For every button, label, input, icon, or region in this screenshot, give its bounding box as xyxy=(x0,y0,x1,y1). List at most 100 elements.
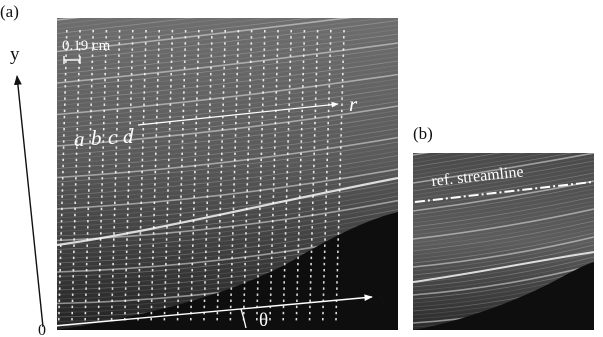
tracer-dot xyxy=(220,164,223,168)
tracer-dot xyxy=(232,207,235,211)
tracer-dot xyxy=(338,201,340,204)
tracer-dot xyxy=(236,60,239,63)
tracer-dot xyxy=(327,128,329,131)
tracer-dot xyxy=(209,91,212,94)
tracer-dot xyxy=(86,250,88,253)
tracer-dot xyxy=(207,164,210,168)
tracer-dot xyxy=(260,152,263,155)
tracer-dot xyxy=(287,121,290,125)
tracer-dot xyxy=(63,109,66,113)
tracer-dot xyxy=(167,170,170,174)
tracer-dot xyxy=(63,121,65,125)
tracer-dot xyxy=(326,140,329,143)
tracer-dot xyxy=(311,220,314,223)
tracer-dot xyxy=(236,66,239,70)
tracer-dot xyxy=(73,220,76,223)
tracer-dot xyxy=(309,311,311,315)
tracer-dot xyxy=(299,177,302,180)
tracer-dot xyxy=(311,232,313,235)
tracer-dot xyxy=(297,269,299,272)
tracer-dot xyxy=(206,183,209,186)
tracer-dot xyxy=(217,293,219,296)
tracer-dot xyxy=(302,79,304,82)
tracer-dot xyxy=(327,109,330,113)
tracer-dot xyxy=(144,60,146,63)
tracer-dot xyxy=(113,220,116,223)
tracer-dot xyxy=(316,48,318,51)
flow-streak xyxy=(413,153,527,172)
tracer-dot xyxy=(341,109,343,113)
tracer-dot xyxy=(337,238,339,241)
tracer-dot xyxy=(260,170,262,174)
tracer-dot xyxy=(235,121,237,125)
tracer-dot xyxy=(150,311,153,315)
tracer-dot xyxy=(329,54,331,57)
tracer-dot xyxy=(221,128,224,131)
tracer-dot xyxy=(144,66,146,70)
tracer-dot xyxy=(341,97,343,100)
tracer-dot xyxy=(144,48,147,51)
tracer-dot xyxy=(152,244,154,247)
tracer-dot xyxy=(125,262,128,266)
tracer-dot xyxy=(271,250,273,253)
tracer-dot xyxy=(75,152,78,155)
tracer-dot xyxy=(179,207,182,211)
tracer-dot xyxy=(88,183,90,186)
tracer-dot xyxy=(309,287,312,290)
tracer-dot xyxy=(276,60,278,63)
tracer-dot xyxy=(329,60,331,63)
tracer-dot xyxy=(155,146,157,149)
tracer-dot xyxy=(124,299,127,302)
tracer-dot xyxy=(210,72,212,76)
tracer-dot xyxy=(248,128,250,131)
tracer-dot xyxy=(312,189,314,192)
tracer-dot xyxy=(233,164,236,168)
tracer-dot xyxy=(219,195,222,198)
tracer-dot xyxy=(271,244,273,247)
tracer-dot xyxy=(342,54,345,57)
tracer-dot xyxy=(217,262,220,266)
tracer-dot xyxy=(130,103,132,106)
tracer-dot xyxy=(84,318,86,321)
tracer-dot xyxy=(98,287,101,290)
tracer-dot xyxy=(263,54,265,57)
tracer-dot xyxy=(224,30,226,33)
tracer-dot xyxy=(198,30,200,33)
tracer-dot xyxy=(310,262,312,266)
tracer-dot xyxy=(245,226,247,229)
tracer-dot xyxy=(158,36,160,39)
tracer-dot xyxy=(315,91,317,94)
tracer-dot xyxy=(163,318,166,321)
tracer-dot xyxy=(262,72,265,76)
tracer-dot xyxy=(323,275,325,278)
tracer-dot xyxy=(79,30,81,33)
tracer-dot xyxy=(341,103,343,106)
tracer-dot xyxy=(337,226,340,229)
tracer-dot xyxy=(217,275,220,278)
tracer-dot xyxy=(100,207,103,211)
tracer-dot xyxy=(246,177,249,180)
tracer-dot xyxy=(260,146,263,149)
tracer-dot xyxy=(256,311,258,315)
tracer-dot xyxy=(112,256,115,260)
tracer-dot xyxy=(282,299,285,302)
tracer-dot xyxy=(309,281,312,284)
tracer-dot xyxy=(113,226,115,229)
tracer-dot xyxy=(338,213,340,217)
tracer-dot xyxy=(184,48,186,51)
tracer-dot xyxy=(285,207,288,211)
tracer-dot xyxy=(205,220,208,223)
tracer-dot xyxy=(295,311,298,315)
tracer-dot xyxy=(116,103,119,106)
tracer-dot xyxy=(286,164,289,168)
tracer-dot xyxy=(116,128,118,131)
tracer-dot xyxy=(335,293,338,296)
tracer-dot xyxy=(118,42,121,45)
tracer-dot xyxy=(102,146,104,149)
tracer-dot xyxy=(270,275,272,278)
tracer-dot xyxy=(312,195,314,198)
tracer-dot xyxy=(233,189,235,192)
tracer-dot xyxy=(250,30,253,33)
tracer-dot xyxy=(203,305,206,309)
tracer-dot xyxy=(195,115,198,119)
